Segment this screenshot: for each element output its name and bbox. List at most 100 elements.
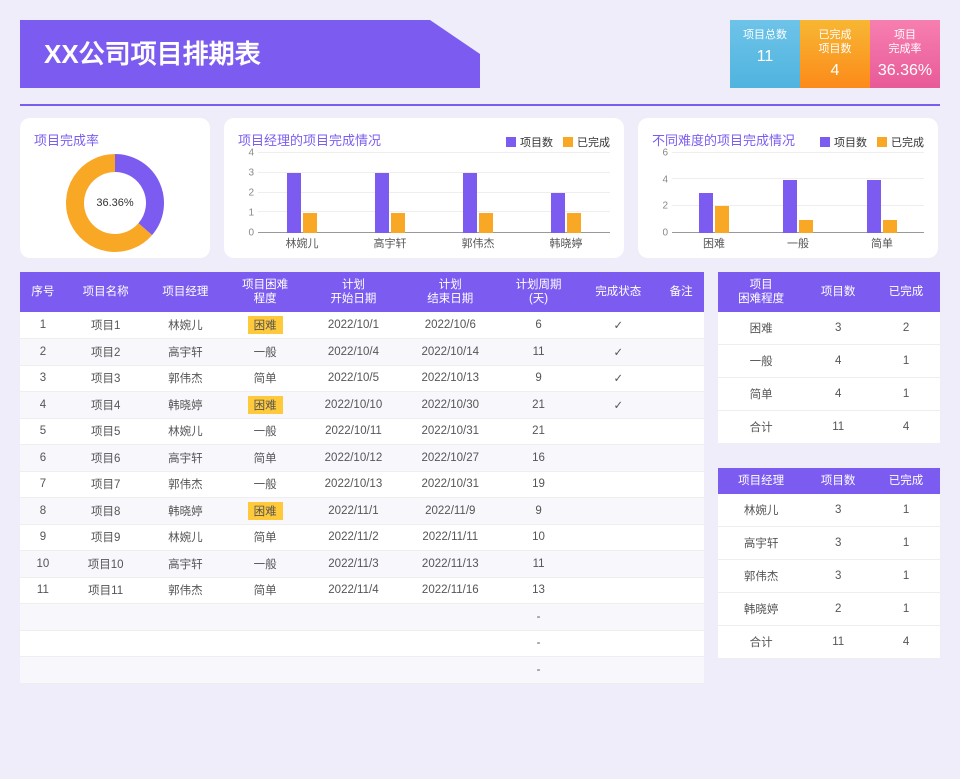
- table-cell: [225, 657, 305, 684]
- x-label: 林婉儿: [286, 235, 319, 253]
- table-cell: 郭伟杰: [146, 365, 226, 392]
- table-cell: [66, 604, 146, 631]
- stat-label: 项目总数: [730, 28, 800, 42]
- table-row: 3项目3郭伟杰简单2022/10/52022/10/139✓: [20, 365, 704, 392]
- bar-group: [287, 153, 317, 233]
- table-cell: ✓: [578, 392, 658, 419]
- table-cell: 2022/11/3: [305, 551, 402, 578]
- table-cell: 10: [499, 524, 579, 551]
- table-cell: [578, 471, 658, 498]
- bar: [479, 213, 493, 233]
- table-cell: 2022/10/31: [402, 471, 499, 498]
- difficulty-hard-badge: 困难: [248, 316, 283, 334]
- table-cell: 林婉儿: [146, 418, 226, 445]
- table-row: 合计114: [718, 411, 940, 444]
- table-cell: [146, 657, 226, 684]
- bar: [375, 173, 389, 233]
- bar: [715, 206, 729, 233]
- bar-group: [867, 153, 897, 233]
- table-cell: 4: [804, 378, 872, 411]
- table-cell: 1: [20, 312, 66, 339]
- manager-summary-table: 项目经理项目数已完成林婉儿31高宇轩31郭伟杰31韩晓婷21合计114: [718, 468, 940, 659]
- legend-item: 已完成: [877, 134, 924, 150]
- project-schedule-table: 序号项目名称项目经理项目困难程度计划开始日期计划结束日期计划周期(天)完成状态备…: [20, 272, 704, 684]
- table-cell: 3: [804, 560, 872, 593]
- table-cell: 韩晓婷: [718, 593, 804, 626]
- table-row: 11项目11郭伟杰简单2022/11/42022/11/1613: [20, 577, 704, 604]
- table-cell: [578, 524, 658, 551]
- table-cell: 林婉儿: [146, 312, 226, 339]
- difficulty-hard-badge: 困难: [248, 502, 283, 520]
- table-cell: 困难: [718, 312, 804, 345]
- table-cell: 2022/11/2: [305, 524, 402, 551]
- table-cell: 11: [804, 626, 872, 659]
- table-cell: 2022/11/16: [402, 577, 499, 604]
- difficulty-bar-chart: 0246困难一般简单: [652, 153, 924, 253]
- table-cell: [578, 551, 658, 578]
- table-cell: 项目3: [66, 365, 146, 392]
- table-cell: 4: [804, 345, 872, 378]
- donut-label: 36.36%: [96, 197, 133, 209]
- donut-chart: 36.36%: [34, 153, 196, 253]
- table-cell: 2022/10/30: [402, 392, 499, 419]
- table-cell: 郭伟杰: [146, 577, 226, 604]
- chart-title: 项目经理的项目完成情况: [238, 130, 381, 149]
- table-cell: 项目10: [66, 551, 146, 578]
- table-cell: [402, 657, 499, 684]
- table-cell: 2022/10/27: [402, 445, 499, 472]
- table-cell: 简单: [225, 524, 305, 551]
- table-header: 项目数: [804, 272, 872, 312]
- table-cell: [578, 657, 658, 684]
- table-cell: 1: [872, 560, 940, 593]
- chart-legend: 项目数已完成: [820, 134, 924, 150]
- side-tables: 项目困难程度项目数已完成困难32一般41简单41合计114 项目经理项目数已完成…: [718, 272, 940, 659]
- table-cell: 2022/11/9: [402, 498, 499, 525]
- bar: [883, 220, 897, 233]
- table-row: 一般41: [718, 345, 940, 378]
- table-row: 7项目7郭伟杰一般2022/10/132022/10/3119: [20, 471, 704, 498]
- table-cell: [658, 471, 704, 498]
- table-cell: 2022/10/1: [305, 312, 402, 339]
- table-cell: 2: [872, 312, 940, 345]
- difficulty-hard-badge: 困难: [248, 396, 283, 414]
- table-cell: 韩晓婷: [146, 498, 226, 525]
- table-row: 1项目1林婉儿困难2022/10/12022/10/66✓: [20, 312, 704, 339]
- legend-swatch: [820, 137, 830, 147]
- legend-item: 项目数: [506, 134, 553, 150]
- table-cell: 项目2: [66, 339, 146, 366]
- table-row: -: [20, 630, 704, 657]
- table-cell: [66, 630, 146, 657]
- table-cell: [578, 418, 658, 445]
- legend-swatch: [506, 137, 516, 147]
- table-cell: [658, 365, 704, 392]
- table-cell: 2022/10/4: [305, 339, 402, 366]
- legend-item: 已完成: [563, 134, 610, 150]
- legend-label: 已完成: [577, 134, 610, 150]
- table-cell: [578, 604, 658, 631]
- table-row: 9项目9林婉儿简单2022/11/22022/11/1110: [20, 524, 704, 551]
- table-row: -: [20, 604, 704, 631]
- table-cell: [658, 392, 704, 419]
- table-cell: [305, 604, 402, 631]
- table-header: 序号: [20, 272, 66, 312]
- table-cell: [305, 630, 402, 657]
- table-cell: [658, 630, 704, 657]
- bar: [551, 193, 565, 233]
- table-header: 项目经理: [146, 272, 226, 312]
- table-cell: 2: [20, 339, 66, 366]
- table-cell: 7: [20, 471, 66, 498]
- table-cell: 郭伟杰: [146, 471, 226, 498]
- table-cell: 项目5: [66, 418, 146, 445]
- table-cell: [225, 630, 305, 657]
- table-cell: 16: [499, 445, 579, 472]
- table-cell: 3: [804, 494, 872, 527]
- table-cell: [20, 657, 66, 684]
- table-cell: 11: [499, 551, 579, 578]
- legend-label: 已完成: [891, 134, 924, 150]
- table-cell: 2022/10/6: [402, 312, 499, 339]
- table-row: 郭伟杰31: [718, 560, 940, 593]
- page-title: XX公司项目排期表: [20, 20, 430, 88]
- table-cell: 8: [20, 498, 66, 525]
- difficulty-chart-card: 不同难度的项目完成情况 项目数已完成 0246困难一般简单: [638, 118, 938, 258]
- bar: [303, 213, 317, 233]
